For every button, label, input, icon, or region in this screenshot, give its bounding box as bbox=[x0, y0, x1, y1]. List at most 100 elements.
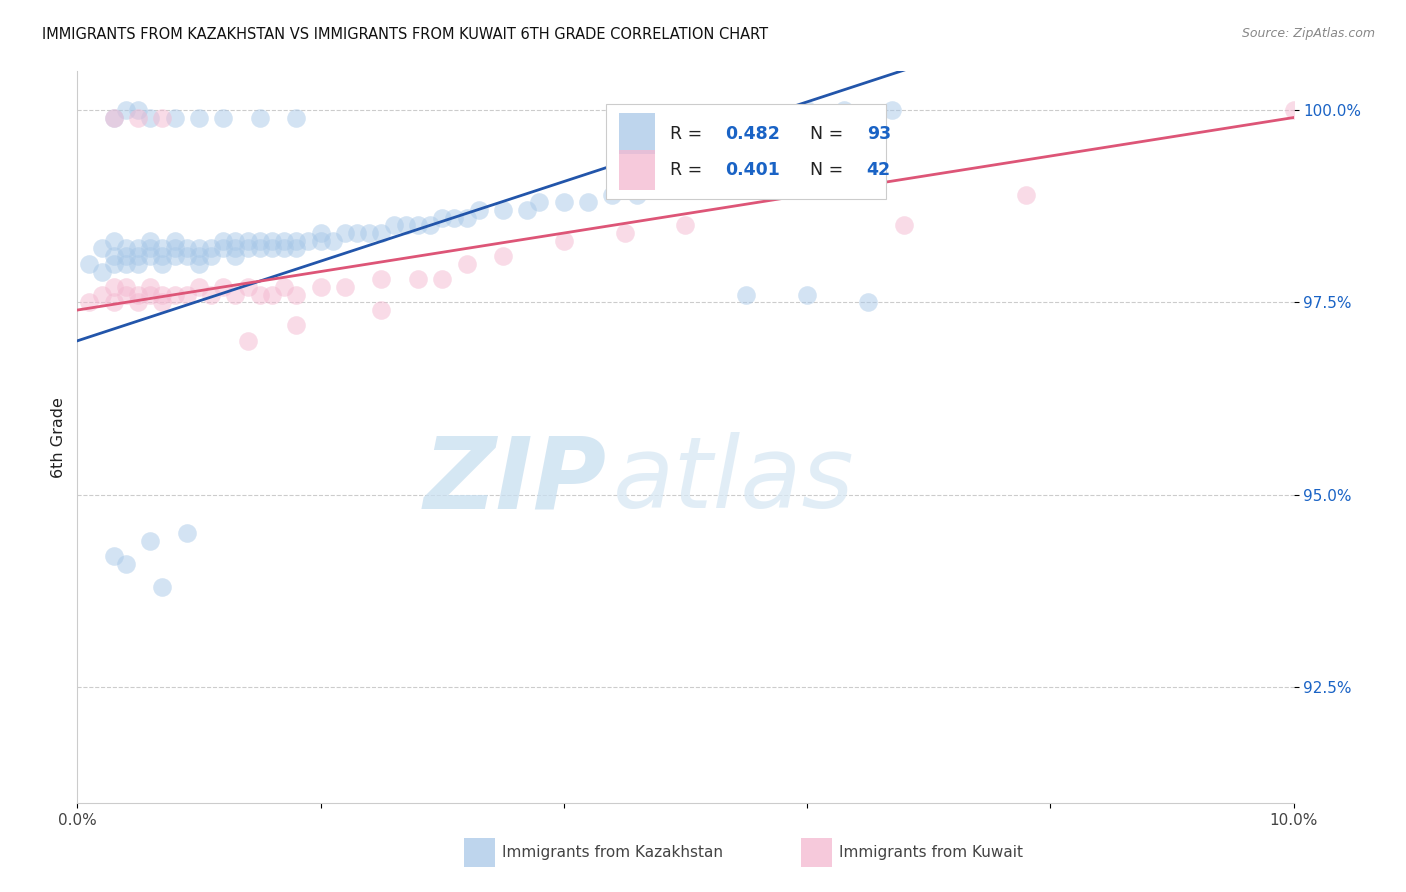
Point bbox=[176, 526, 198, 541]
Point bbox=[856, 295, 879, 310]
Point bbox=[103, 295, 125, 310]
Point bbox=[188, 280, 211, 294]
Text: Immigrants from Kuwait: Immigrants from Kuwait bbox=[839, 846, 1024, 860]
Text: 0.401: 0.401 bbox=[725, 161, 780, 179]
Text: atlas: atlas bbox=[613, 433, 853, 530]
Point bbox=[212, 242, 235, 256]
Point bbox=[200, 249, 222, 263]
Text: R =: R = bbox=[669, 161, 707, 179]
Point bbox=[115, 257, 138, 271]
Point bbox=[90, 264, 112, 278]
Point bbox=[553, 195, 575, 210]
Point bbox=[115, 287, 138, 301]
Point bbox=[236, 334, 259, 348]
Point bbox=[127, 295, 149, 310]
Point bbox=[115, 280, 138, 294]
Point bbox=[115, 557, 138, 571]
Point bbox=[285, 242, 308, 256]
Point bbox=[359, 226, 381, 240]
FancyBboxPatch shape bbox=[606, 104, 886, 200]
Point bbox=[443, 211, 465, 225]
Point bbox=[103, 249, 125, 263]
Point bbox=[163, 234, 186, 248]
Point bbox=[285, 234, 308, 248]
Point bbox=[152, 242, 174, 256]
Point bbox=[333, 280, 356, 294]
Point bbox=[212, 280, 235, 294]
Point bbox=[602, 187, 624, 202]
Point bbox=[576, 195, 599, 210]
Point bbox=[395, 219, 418, 233]
Point bbox=[249, 234, 271, 248]
Point bbox=[152, 257, 174, 271]
Point bbox=[249, 111, 271, 125]
Text: Immigrants from Kazakhstan: Immigrants from Kazakhstan bbox=[502, 846, 723, 860]
Point bbox=[309, 226, 332, 240]
Point bbox=[297, 234, 319, 248]
Point bbox=[152, 249, 174, 263]
Point bbox=[115, 103, 138, 117]
Point bbox=[139, 534, 162, 549]
Point bbox=[152, 287, 174, 301]
Point bbox=[224, 287, 246, 301]
Text: R =: R = bbox=[669, 125, 707, 143]
Point bbox=[176, 287, 198, 301]
Point bbox=[456, 257, 478, 271]
Point bbox=[152, 111, 174, 125]
Point bbox=[796, 103, 818, 117]
Point bbox=[152, 580, 174, 594]
Point bbox=[772, 111, 794, 125]
Point bbox=[273, 234, 295, 248]
Point bbox=[613, 226, 636, 240]
Point bbox=[163, 287, 186, 301]
Point bbox=[127, 111, 149, 125]
Point bbox=[260, 234, 283, 248]
Point bbox=[139, 111, 162, 125]
Point bbox=[103, 234, 125, 248]
Point bbox=[467, 202, 489, 217]
Point bbox=[236, 280, 259, 294]
Point bbox=[188, 242, 211, 256]
Point bbox=[893, 219, 915, 233]
Point bbox=[832, 103, 855, 117]
Point bbox=[163, 111, 186, 125]
Point bbox=[139, 234, 162, 248]
Point bbox=[626, 187, 648, 202]
Point bbox=[882, 103, 904, 117]
Point bbox=[796, 287, 818, 301]
Point bbox=[224, 249, 246, 263]
Point bbox=[1015, 187, 1038, 202]
Point bbox=[127, 103, 149, 117]
Point bbox=[79, 295, 101, 310]
Point bbox=[370, 272, 392, 286]
Point bbox=[163, 242, 186, 256]
Point bbox=[675, 219, 697, 233]
Point bbox=[79, 257, 101, 271]
Point bbox=[699, 172, 721, 186]
Point bbox=[333, 226, 356, 240]
Point bbox=[139, 242, 162, 256]
Point bbox=[492, 202, 515, 217]
Point bbox=[285, 318, 308, 333]
Point bbox=[236, 234, 259, 248]
Point bbox=[236, 242, 259, 256]
Point bbox=[382, 219, 405, 233]
Point bbox=[127, 249, 149, 263]
Text: 93: 93 bbox=[866, 125, 891, 143]
Point bbox=[90, 242, 112, 256]
Point bbox=[260, 287, 283, 301]
Y-axis label: 6th Grade: 6th Grade bbox=[51, 397, 66, 477]
Point bbox=[212, 111, 235, 125]
Point bbox=[406, 272, 429, 286]
Point bbox=[188, 257, 211, 271]
Point bbox=[224, 242, 246, 256]
Point bbox=[723, 172, 745, 186]
Point bbox=[492, 249, 515, 263]
Point bbox=[285, 287, 308, 301]
Point bbox=[285, 111, 308, 125]
Point bbox=[139, 287, 162, 301]
Point bbox=[430, 272, 453, 286]
Point bbox=[224, 234, 246, 248]
Point bbox=[370, 226, 392, 240]
Point bbox=[273, 242, 295, 256]
